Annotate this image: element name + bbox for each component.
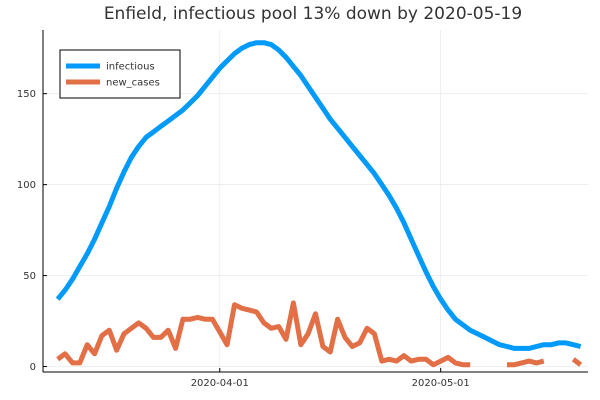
axes-layer: 0 50 100 150 2020-04-01 2020-05-01 [17,30,588,389]
series-line-new-cases [507,358,545,368]
x-tick-label: 2020-05-01 [412,378,470,389]
legend-label-infectious: infectious [106,62,155,73]
y-tick-label: 150 [17,89,36,100]
series-line-new-cases [56,300,471,368]
legend: infectious new_cases [59,49,181,99]
y-tick-label: 100 [17,180,36,191]
legend-label-new-cases: new_cases [106,78,160,89]
y-tick-label: 50 [23,271,36,282]
chart-title: Enfield, infectious pool 13% down by 202… [104,4,522,24]
series-layer [55,40,583,368]
series-line-new-cases [571,357,583,367]
series-line-infectious [55,40,582,351]
y-tick-label: 0 [30,362,36,373]
legend-box [59,49,181,99]
x-tick-label: 2020-04-01 [191,378,249,389]
